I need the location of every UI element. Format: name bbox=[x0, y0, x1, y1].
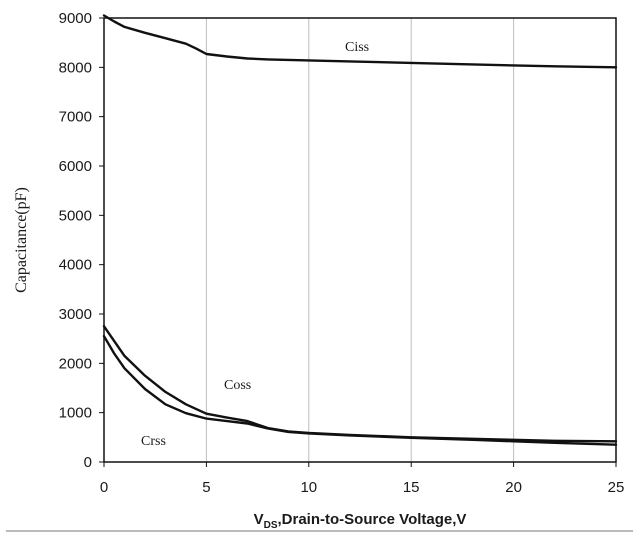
x-axis-label: VDS,Drain-to-Source Voltage,V bbox=[254, 511, 467, 531]
series-label-ciss: Ciss bbox=[345, 40, 369, 55]
x-tick-label: 5 bbox=[202, 479, 210, 496]
x-axis-ticks: 0 5 10 15 20 25 bbox=[100, 462, 625, 496]
x-tick-label: 20 bbox=[505, 479, 522, 496]
series-line-coss bbox=[102, 325, 618, 443]
x-tick-label: 10 bbox=[300, 479, 317, 496]
y-tick-label: 6000 bbox=[59, 158, 92, 175]
y-tick-label: 5000 bbox=[59, 207, 92, 224]
x-tick-label: 15 bbox=[403, 479, 420, 496]
series-label-crss: Crss bbox=[141, 434, 166, 449]
x-axis-label-rest: ,Drain-to-Source Voltage,V bbox=[278, 511, 467, 528]
y-tick-label: 8000 bbox=[59, 59, 92, 76]
x-tick-label: 25 bbox=[608, 479, 625, 496]
series-line-crss bbox=[102, 335, 618, 446]
y-tick-label: 2000 bbox=[59, 355, 92, 372]
series-line-ciss bbox=[102, 14, 618, 69]
series-group bbox=[102, 14, 618, 446]
y-tick-label: 3000 bbox=[59, 306, 92, 323]
y-tick-label: 0 bbox=[84, 454, 92, 471]
y-tick-label: 1000 bbox=[59, 405, 92, 422]
x-tick-label: 0 bbox=[100, 479, 108, 496]
y-tick-label: 4000 bbox=[59, 257, 92, 274]
x-axis-label-main: V bbox=[254, 511, 264, 528]
y-tick-label: 9000 bbox=[59, 10, 92, 27]
vertical-grid-lines bbox=[205, 18, 515, 462]
y-axis-ticks: 0 1000 2000 3000 4000 5000 6000 7000 8000 9000 bbox=[59, 10, 104, 471]
y-axis-label: Capacitance(pF) bbox=[13, 187, 30, 293]
plot-frame bbox=[103, 17, 617, 463]
y-tick-label: 7000 bbox=[59, 109, 92, 126]
series-label-coss: Coss bbox=[224, 378, 251, 393]
x-axis-label-subscript: DS bbox=[264, 520, 278, 531]
